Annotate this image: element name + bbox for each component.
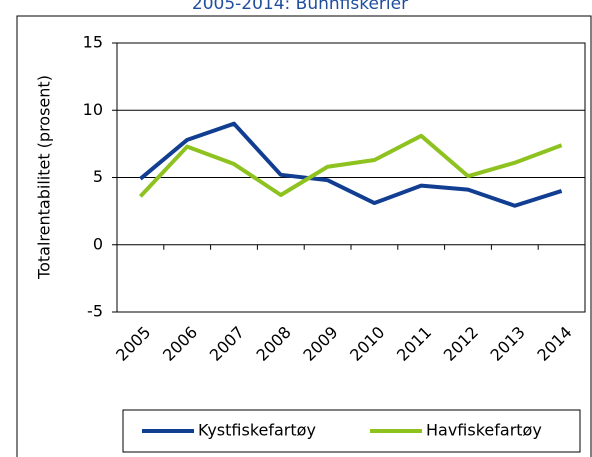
line-series: [138, 133, 563, 198]
legend-label: Kystfiskefartøy: [198, 421, 316, 440]
y-tick-label: 10: [83, 100, 103, 119]
y-axis-label: Totalrentabilitet (prosent): [35, 75, 54, 280]
y-tick-label: 0: [93, 234, 103, 253]
x-tick-label: 2011: [393, 323, 435, 365]
legend-label: Havfiskefartøy: [426, 421, 542, 440]
line-series: [139, 121, 563, 208]
y-tick-label: -5: [87, 302, 103, 321]
x-tick-label: 2010: [346, 323, 388, 365]
x-tick-label: 2009: [299, 323, 341, 365]
chart-frame: [16, 15, 592, 457]
x-tick-label: 2007: [206, 323, 248, 365]
y-tick-label: 5: [93, 167, 103, 186]
y-tick-label: 15: [83, 33, 103, 52]
legend-box: [122, 409, 581, 453]
x-tick-label: 2012: [440, 323, 482, 365]
x-tick-label: 2006: [159, 323, 201, 365]
x-tick-label: 2014: [533, 323, 575, 365]
x-tick-label: 2013: [487, 323, 529, 365]
x-tick-label: 2005: [112, 323, 154, 365]
x-tick-label: 2008: [253, 323, 295, 365]
chart-title: 2005-2014: Bunnfiskerier: [192, 0, 408, 14]
